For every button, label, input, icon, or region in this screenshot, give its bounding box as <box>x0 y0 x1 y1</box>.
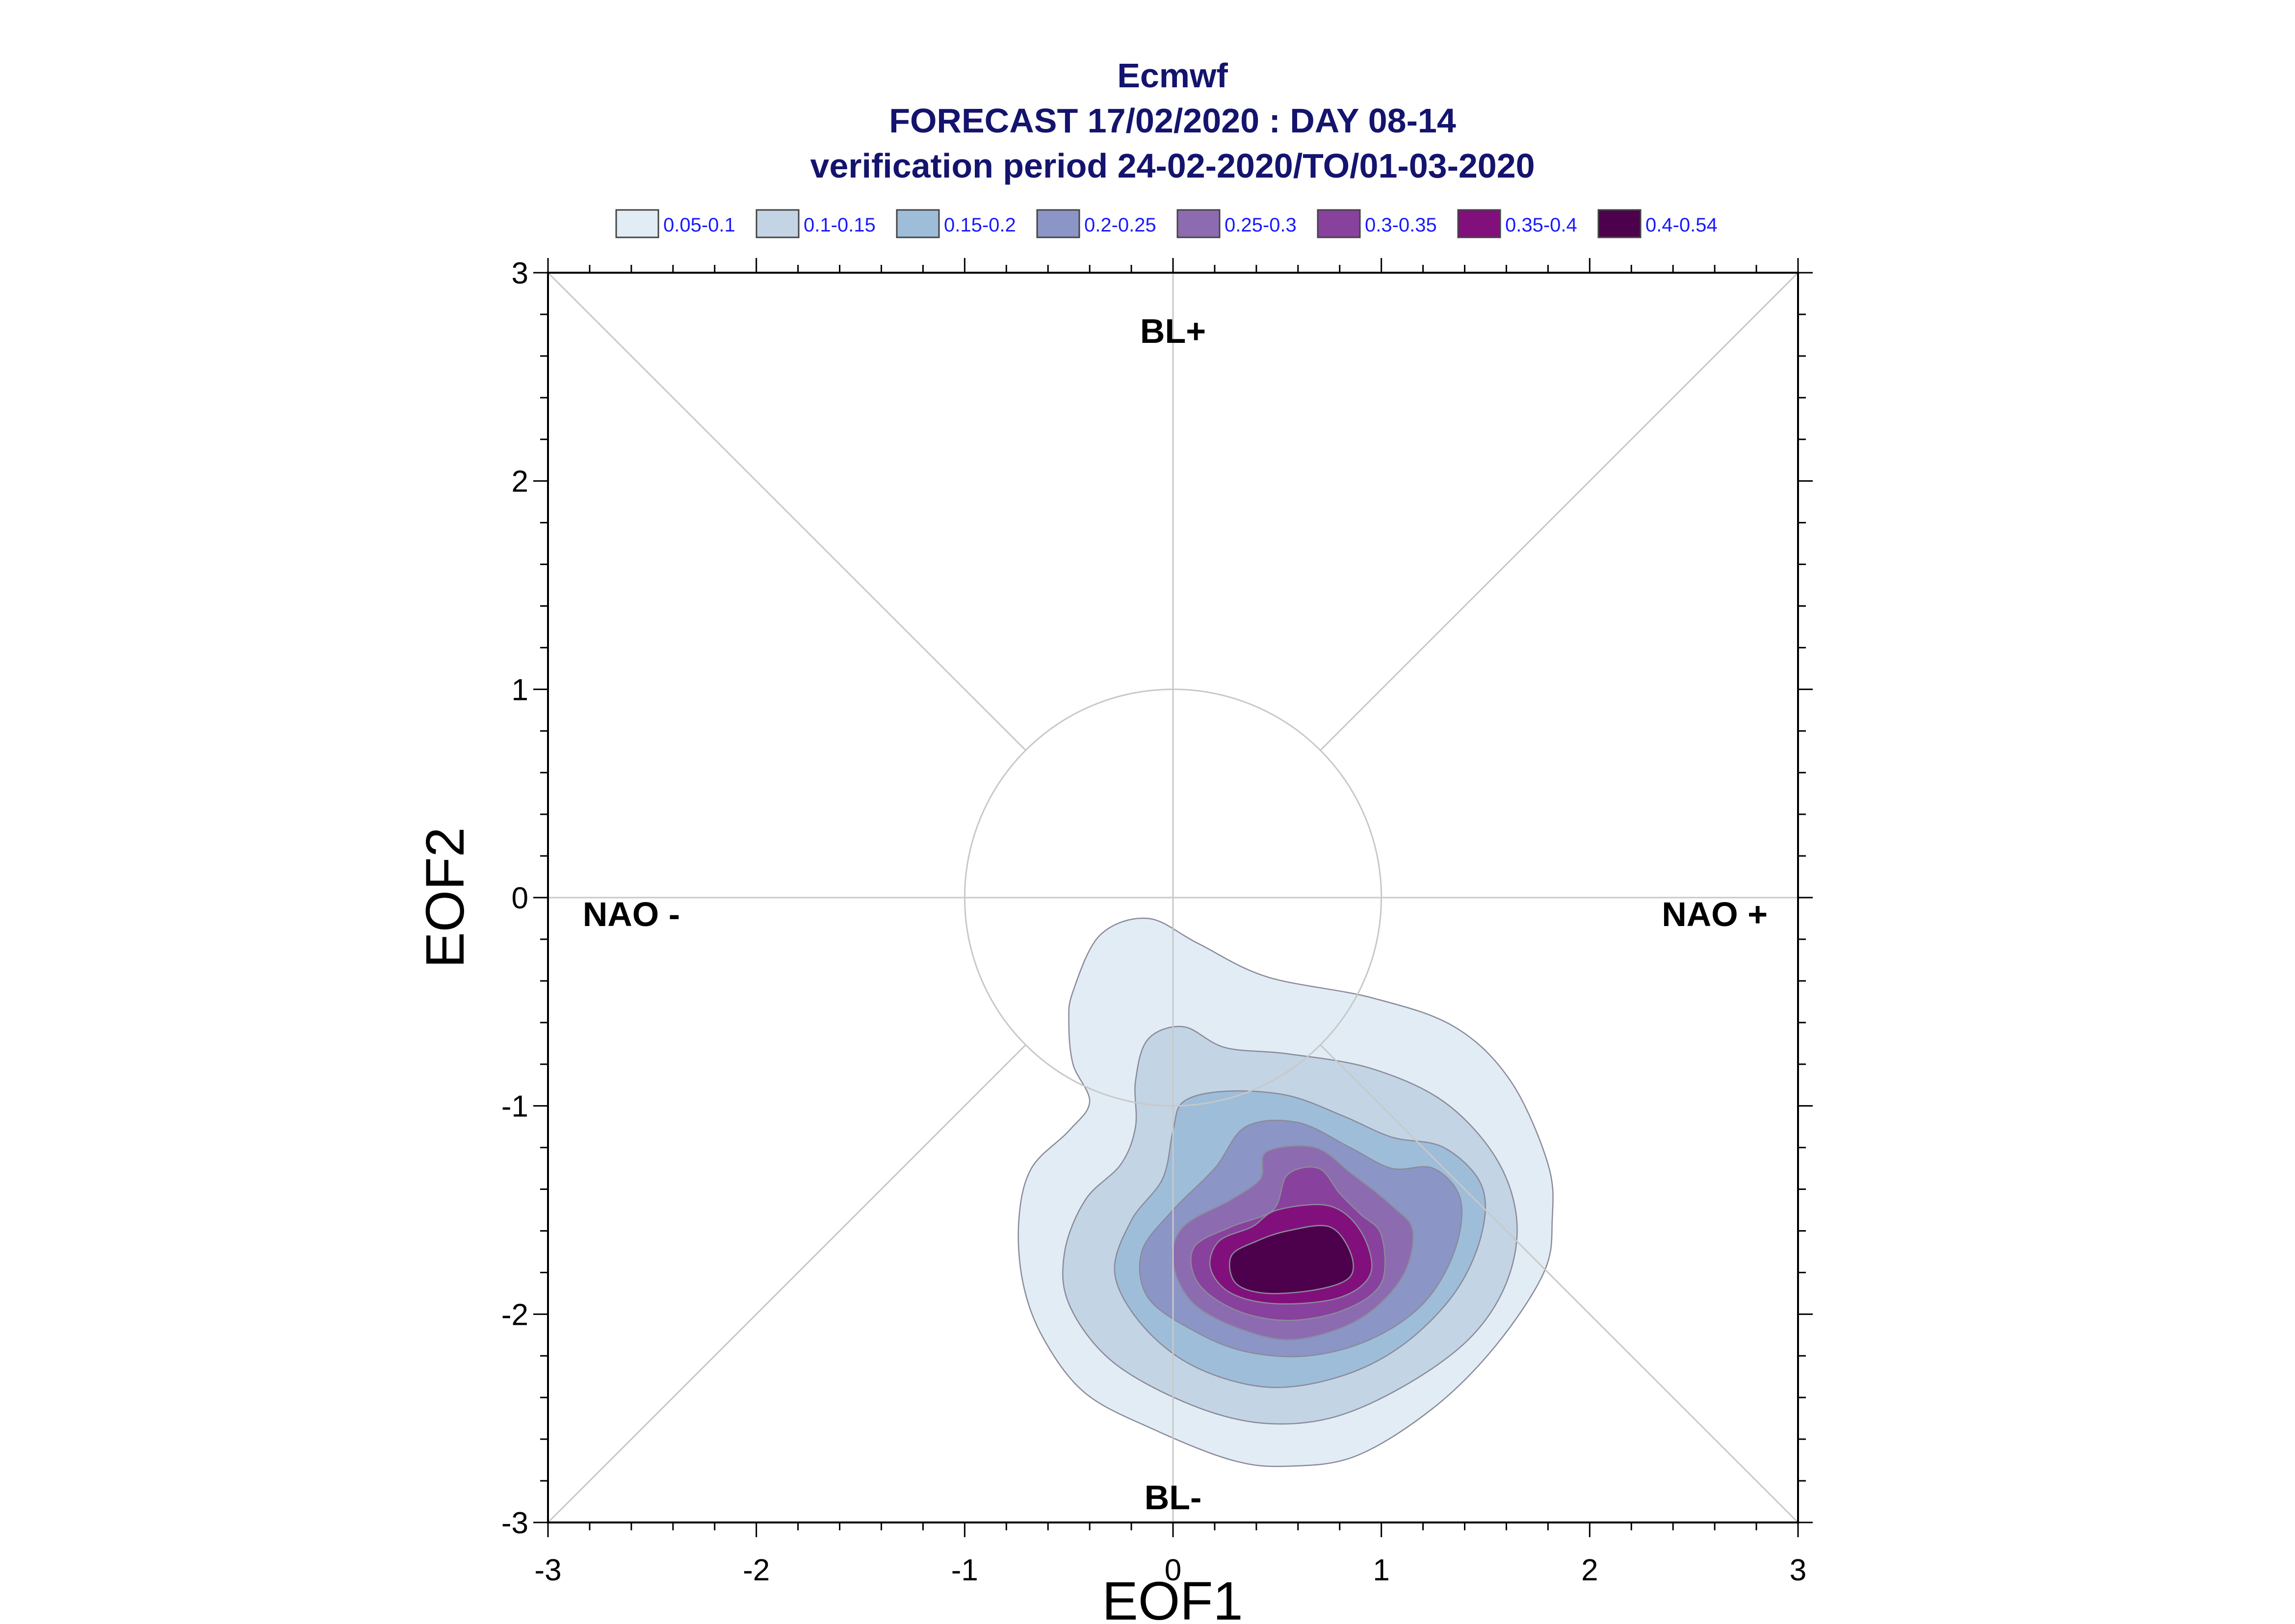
contour-level-8 <box>1229 1225 1354 1294</box>
legend-label: 0.15-0.2 <box>944 214 1016 236</box>
diagonal-guide-1 <box>547 272 1026 751</box>
legend-label: 0.3-0.35 <box>1365 214 1437 236</box>
legend: 0.05-0.1 0.1-0.15 0.15-0.2 0.2-0.25 0.25-0.3… <box>615 209 1718 238</box>
chart-subtitle-2: verification period 24-02-2020/TO/01-03-… <box>810 147 1535 185</box>
legend-label: 0.1-0.15 <box>804 214 876 236</box>
y-tick-label: -1 <box>501 1090 528 1124</box>
x-axis-title: EOF1 <box>1102 1571 1243 1624</box>
regime-label: BL+ <box>1140 312 1206 350</box>
y-axis-title: EOF2 <box>415 827 475 968</box>
reference-circle <box>964 688 1382 1107</box>
x-tick-label: -2 <box>743 1553 770 1587</box>
legend-label: 0.25-0.3 <box>1225 214 1297 236</box>
legend-label: 0.2-0.25 <box>1084 214 1156 236</box>
x-tick-label: 2 <box>1581 1553 1598 1587</box>
x-tick-label: 0 <box>1165 1553 1181 1587</box>
y-tick-label: 1 <box>512 673 528 707</box>
axes: -3 -2 -1 0 1 2 3 -3 -2 -1 0 1 2 3 <box>501 257 1813 1587</box>
diagonal-guide-4 <box>1320 1044 1799 1523</box>
regime-labels: BL+ BL- NAO - NAO + <box>583 312 1768 1517</box>
x-tick-label: 3 <box>1790 1553 1806 1587</box>
legend-swatch <box>1036 209 1080 238</box>
diagonal-guide-3 <box>547 1044 1026 1523</box>
chart-subtitle: FORECAST 17/02/2020 : DAY 08-14 <box>889 102 1456 140</box>
legend-label: 0.05-0.1 <box>663 214 735 236</box>
x-tick-label: -1 <box>951 1553 978 1587</box>
legend-label: 0.35-0.4 <box>1505 214 1577 236</box>
regime-label: BL- <box>1145 1478 1202 1517</box>
chart-title: Ecmwf <box>1117 56 1228 95</box>
y-tick-label: -3 <box>501 1506 528 1540</box>
x-tick-label: 1 <box>1373 1553 1389 1587</box>
legend-swatch <box>896 209 940 238</box>
y-tick-label: 0 <box>512 881 528 915</box>
y-tick-label: 2 <box>512 465 528 499</box>
legend-swatch <box>615 209 659 238</box>
x-tick-label: -3 <box>534 1553 561 1587</box>
density-contours <box>1017 917 1554 1468</box>
legend-swatch <box>756 209 800 238</box>
regime-label: NAO - <box>583 895 680 933</box>
y-tick-label: -2 <box>501 1298 528 1332</box>
legend-swatch <box>1317 209 1361 238</box>
diagonal-guide-2 <box>1320 272 1799 751</box>
legend-swatch <box>1597 209 1642 238</box>
legend-swatch <box>1457 209 1501 238</box>
legend-swatch <box>1176 209 1221 238</box>
legend-label: 0.4-0.54 <box>1645 214 1718 236</box>
guide-lines <box>547 272 1799 1523</box>
y-tick-label: 3 <box>512 257 528 290</box>
regime-label: NAO + <box>1662 895 1768 933</box>
